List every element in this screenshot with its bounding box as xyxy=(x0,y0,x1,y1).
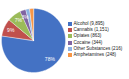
html-text:Opiates (863): Opiates (863) xyxy=(73,33,102,39)
html-text:Other Substances (216): Other Substances (216) xyxy=(73,46,123,52)
svg-text:7%: 7% xyxy=(14,16,22,23)
html-text:Alcohol (9,895): Alcohol (9,895) xyxy=(73,20,105,26)
svg-text:9%: 9% xyxy=(7,26,15,32)
svg-text:3%: 3% xyxy=(22,13,30,19)
html-text:Cannabis (1,151): Cannabis (1,151) xyxy=(73,27,109,33)
html-text:Amphetamines (248): Amphetamines (248) xyxy=(73,52,117,58)
svg-text:78%: 78% xyxy=(45,55,56,61)
html-text:Cocaine (344): Cocaine (344) xyxy=(73,39,103,45)
